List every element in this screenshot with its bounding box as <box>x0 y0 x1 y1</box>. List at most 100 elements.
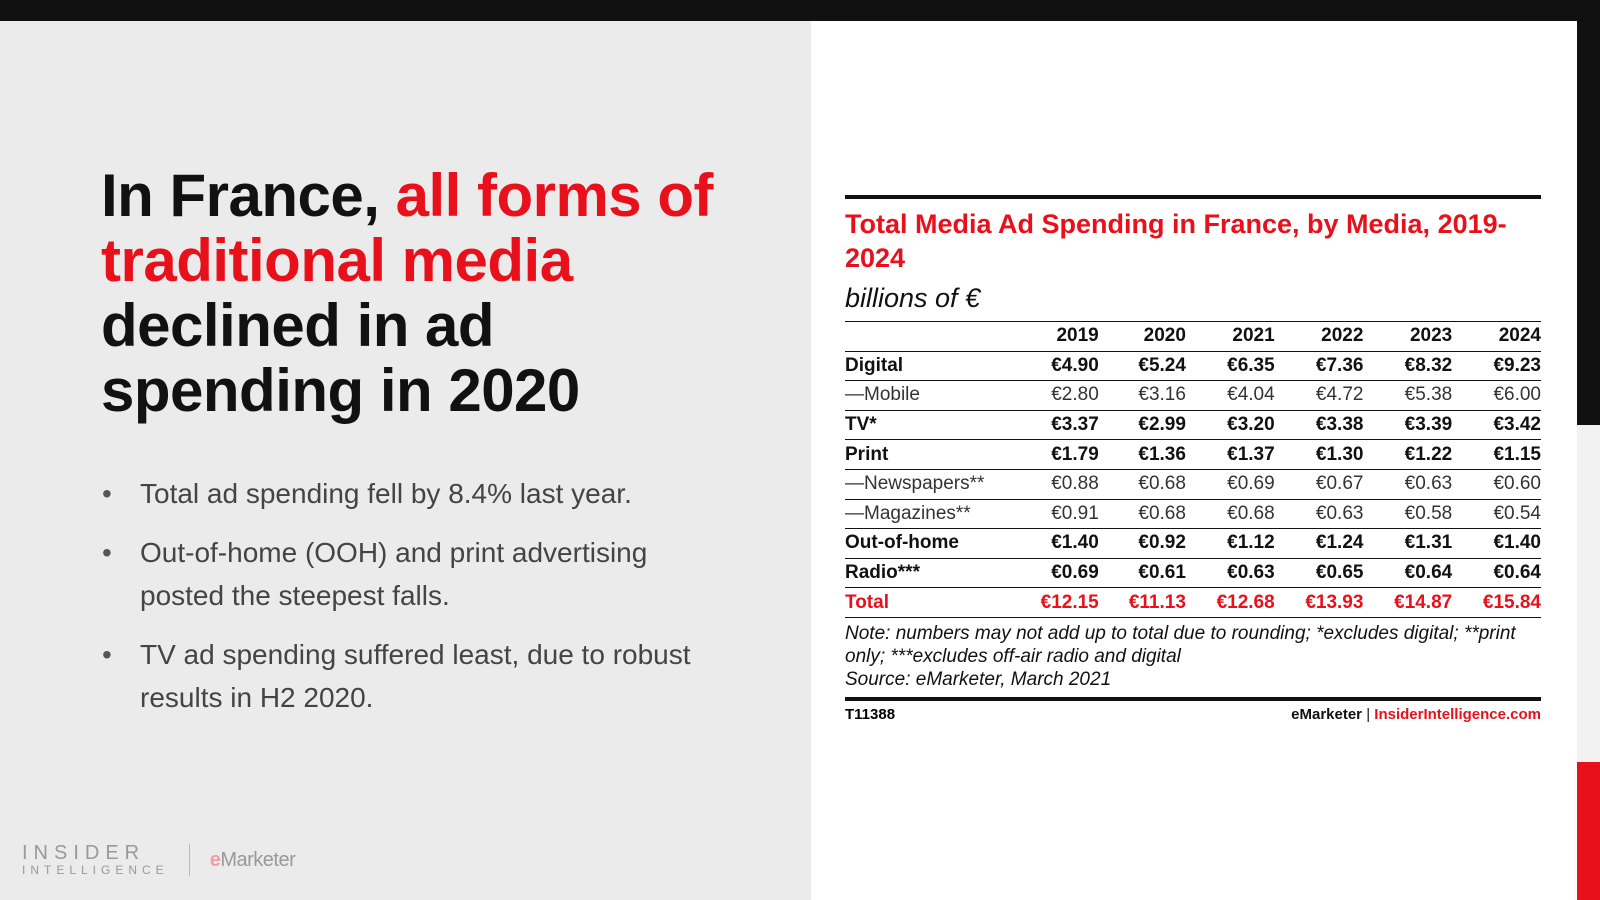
table-cell: €0.68 <box>1098 499 1186 530</box>
credit-separator: | <box>1366 705 1371 723</box>
table-cell: €12.15 <box>1010 587 1099 618</box>
bullet-item: TV ad spending suffered least, due to ro… <box>100 633 720 719</box>
table-cell: €3.38 <box>1274 410 1364 441</box>
table-cell: €0.68 <box>1185 499 1275 530</box>
table-cell: €0.61 <box>1098 558 1186 589</box>
table-cell: €0.92 <box>1098 528 1186 559</box>
credits: eMarketer | InsiderIntelligence.com <box>1291 706 1541 723</box>
credit-emarketer: eMarketer <box>1291 705 1363 723</box>
table-cell: €0.69 <box>1010 558 1099 589</box>
headline-text-end: declined in ad spending in 2020 <box>101 292 580 424</box>
table-cell: €0.68 <box>1098 469 1186 500</box>
slide-headline: In France, all forms of traditional medi… <box>101 163 761 423</box>
column-header-2019: 2019 <box>1010 321 1099 352</box>
table-row: Radio*** €0.69 €0.61 €0.63 €0.65 €0.64 €0.64 <box>845 558 1541 589</box>
table-id: T11388 <box>845 705 896 723</box>
headline-highlight: all forms of traditional media <box>101 162 713 294</box>
edge-strip-dark <box>1577 0 1600 425</box>
top-rule <box>845 195 1541 199</box>
row-label: Radio*** <box>845 558 1010 589</box>
table-row: Out-of-home €1.40 €0.92 €1.12 €1.24 €1.31 €1.4… <box>845 528 1541 559</box>
table-row: —Newspapers** €0.88 €0.68 €0.69 €0.67 €0.63 €0… <box>845 469 1541 500</box>
table-cell: €0.65 <box>1274 558 1364 589</box>
row-label: —Magazines** <box>845 499 1010 530</box>
table-cell: €4.90 <box>1010 351 1099 382</box>
table-cell: €3.20 <box>1185 410 1275 441</box>
table-cell: €3.42 <box>1452 410 1541 441</box>
table-footer: T11388 eMarketer | InsiderIntelligence.c… <box>845 696 1541 723</box>
table-cell: €0.69 <box>1185 469 1275 500</box>
column-header-2022: 2022 <box>1274 321 1364 352</box>
table-cell: €3.39 <box>1363 410 1453 441</box>
table-cell: €0.63 <box>1185 558 1275 589</box>
table-cell: €5.38 <box>1363 380 1453 411</box>
table-cell: €7.36 <box>1274 351 1364 382</box>
table-cell: €3.16 <box>1098 380 1186 411</box>
table-cell: €1.22 <box>1363 439 1453 470</box>
table-cell: €12.68 <box>1185 587 1275 618</box>
table-cell: €1.31 <box>1363 528 1453 559</box>
table-cell: €1.37 <box>1185 439 1275 470</box>
table-row: Digital €4.90 €5.24 €6.35 €7.36 €8.32 €9.23 <box>845 351 1541 382</box>
table-cell: €1.30 <box>1274 439 1364 470</box>
row-label: Print <box>845 439 1010 470</box>
table-cell: €0.60 <box>1452 469 1541 500</box>
data-table-card: Total Media Ad Spending in France, by Me… <box>845 195 1541 723</box>
header-row: 2019 2020 2021 2022 2023 2024 <box>845 321 1541 352</box>
table-cell: €0.54 <box>1452 499 1541 530</box>
top-bar <box>0 0 1600 21</box>
source-text: Source: eMarketer, March 2021 <box>845 668 1112 690</box>
left-panel <box>0 21 811 900</box>
table-subtitle: billions of € <box>845 283 981 313</box>
row-label: Out-of-home <box>845 528 1010 559</box>
logo-e: e <box>209 848 221 871</box>
table-row: Print €1.79 €1.36 €1.37 €1.30 €1.22 €1.15 <box>845 439 1541 470</box>
column-header-2023: 2023 <box>1363 321 1453 352</box>
table-row: Total €12.15 €11.13 €12.68 €13.93 €14.87 €15.8… <box>845 587 1541 618</box>
table-cell: €1.15 <box>1452 439 1541 470</box>
logo-line2: INTELLIGENCE <box>22 863 169 877</box>
credit-insiderintelligence: InsiderIntelligence.com <box>1374 705 1541 723</box>
column-header-2021: 2021 <box>1185 321 1275 352</box>
table-cell: €14.87 <box>1363 587 1453 618</box>
table-cell: €15.84 <box>1452 587 1541 618</box>
bullet-item: Out-of-home (OOH) and print advertising … <box>100 531 720 617</box>
bullet-list: Total ad spending fell by 8.4% last year… <box>100 472 720 735</box>
emarketer-logo: eMarketer <box>210 849 296 872</box>
table-cell: €0.58 <box>1363 499 1453 530</box>
row-label: Total <box>845 587 1010 618</box>
column-header-2024: 2024 <box>1452 321 1541 352</box>
table-title: Total Media Ad Spending in France, by Me… <box>845 209 1507 273</box>
table-cell: €0.63 <box>1274 499 1364 530</box>
logo-marketer: Marketer <box>220 848 296 871</box>
logo-divider <box>188 844 190 876</box>
table-cell: €1.24 <box>1274 528 1364 559</box>
table-cell: €1.12 <box>1185 528 1275 559</box>
table-cell: €9.23 <box>1452 351 1541 382</box>
row-label: —Newspapers** <box>845 469 1010 500</box>
table-row: TV* €3.37 €2.99 €3.20 €3.38 €3.39 €3.42 <box>845 410 1541 441</box>
logo-line1: INSIDER <box>22 842 146 864</box>
table-cell: €1.36 <box>1098 439 1186 470</box>
table-cell: €0.88 <box>1010 469 1099 500</box>
table-cell: €0.67 <box>1274 469 1364 500</box>
table-cell: €4.04 <box>1185 380 1275 411</box>
table-cell: €2.99 <box>1098 410 1186 441</box>
table-cell: €8.32 <box>1363 351 1453 382</box>
edge-strip-light <box>1577 425 1600 762</box>
brand-logos: INSIDER INTELLIGENCE eMarketer <box>22 843 296 877</box>
bullet-item: Total ad spending fell by 8.4% last year… <box>100 472 720 515</box>
table-cell: €1.40 <box>1452 528 1541 559</box>
table-cell: €2.80 <box>1010 380 1099 411</box>
header-blank <box>845 321 1010 352</box>
note-text: Note: numbers may not add up to total du… <box>845 622 1516 667</box>
table-cell: €1.40 <box>1010 528 1099 559</box>
insider-intelligence-logo: INSIDER INTELLIGENCE <box>22 843 169 877</box>
table-row: —Magazines** €0.91 €0.68 €0.68 €0.63 €0.58 €0.… <box>845 499 1541 530</box>
row-label: Digital <box>845 351 1010 382</box>
table-cell: €0.64 <box>1363 558 1453 589</box>
table-cell: €5.24 <box>1098 351 1186 382</box>
table-cell: €0.64 <box>1452 558 1541 589</box>
table-cell: €11.13 <box>1098 587 1186 618</box>
row-label: —Mobile <box>845 380 1010 411</box>
